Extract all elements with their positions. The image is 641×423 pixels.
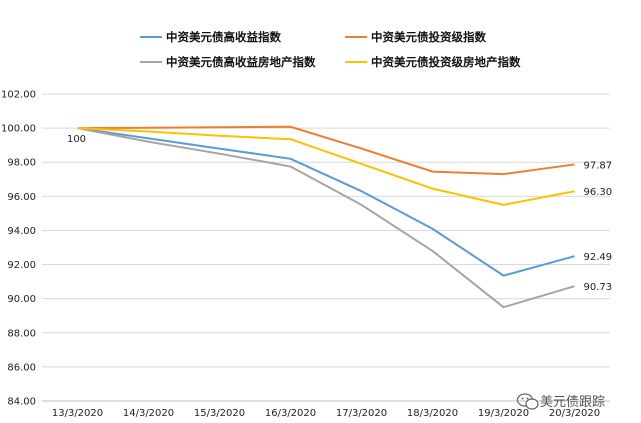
y-tick-label: 84.00 [7, 397, 36, 408]
data-label: 100 [67, 134, 86, 145]
x-tick-label: 16/3/2020 [265, 408, 316, 419]
y-tick-label: 98.00 [7, 158, 36, 169]
wechat-icon [516, 393, 539, 410]
legend-label: 中资美元债投资级指数 [371, 30, 486, 44]
data-label: 96.30 [584, 187, 613, 198]
series-lines [77, 125, 575, 309]
y-tick-label: 86.00 [7, 362, 36, 373]
y-tick-label: 90.00 [7, 294, 36, 305]
data-labels: 100 97.87 96.30 92.49 90.73 [67, 134, 612, 293]
gridlines [42, 93, 610, 402]
legend-label: 中资美元债高收益房地产指数 [166, 55, 316, 69]
y-tick-label: 88.00 [7, 328, 36, 339]
x-tick-label: 20/3/2020 [549, 408, 600, 419]
x-tick-label: 19/3/2020 [478, 408, 529, 419]
x-axis: 13/3/2020 14/3/2020 15/3/2020 16/3/2020 17/3… [42, 400, 610, 419]
y-axis: 84.00 86.00 88.00 90.00 92.00 94.00 96.00 98.00… [1, 90, 36, 408]
legend-label: 中资美元债投资级房地产指数 [371, 55, 521, 69]
y-tick-label: 102.00 [1, 90, 36, 101]
data-label: 97.87 [584, 160, 613, 171]
legend-label: 中资美元债高收益指数 [166, 30, 281, 44]
y-tick-label: 96.00 [7, 192, 36, 203]
x-tick-label: 14/3/2020 [123, 408, 174, 419]
x-tick-label: 18/3/2020 [407, 408, 458, 419]
series-line-2 [77, 127, 575, 309]
watermark-text: 美元债跟踪 [540, 395, 605, 410]
series-line-1 [77, 125, 575, 176]
y-tick-label: 92.00 [7, 260, 36, 271]
series-line-3 [77, 127, 575, 206]
y-tick-label: 100.00 [1, 124, 36, 135]
x-tick-label: 13/3/2020 [52, 408, 103, 419]
data-label: 92.49 [584, 252, 613, 263]
y-tick-label: 94.00 [7, 226, 36, 237]
x-tick-label: 17/3/2020 [336, 408, 387, 419]
series-line-0 [77, 127, 575, 277]
x-tick-label: 15/3/2020 [194, 408, 245, 419]
data-label: 90.73 [584, 282, 613, 293]
watermark: 美元债跟踪 [516, 393, 605, 410]
